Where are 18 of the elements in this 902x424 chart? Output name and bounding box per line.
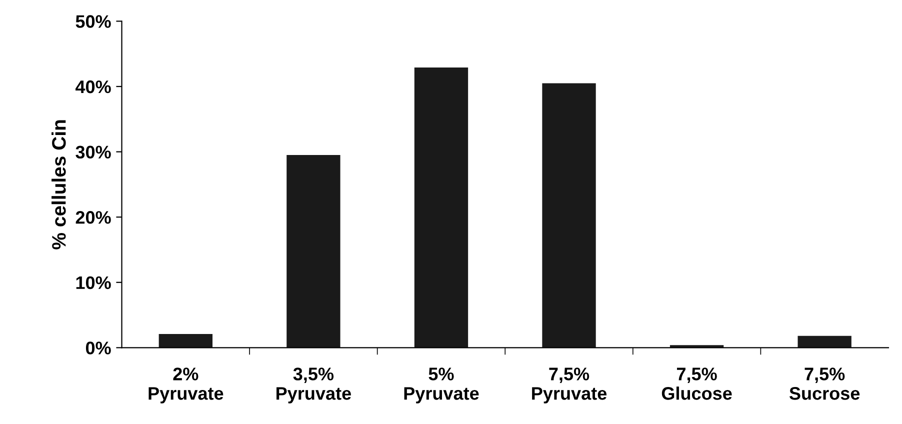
x-tick-label: 3,5% Pyruvate — [276, 368, 351, 404]
bar — [286, 155, 340, 348]
x-tick-label: 5% Pyruvate — [404, 368, 479, 404]
y-tick-label: 30% — [76, 146, 111, 159]
y-tick-label: 0% — [86, 342, 111, 354]
y-axis-title: % cellules Cin — [52, 120, 66, 250]
y-tick-label: 40% — [75, 80, 111, 94]
y-tick-label: 20% — [76, 211, 111, 224]
bar — [158, 334, 212, 348]
y-tick-label: 10% — [76, 276, 111, 290]
bar — [798, 336, 852, 348]
bar — [542, 83, 596, 348]
x-tick-label: 7,5% Sucrose — [789, 368, 860, 400]
bar — [414, 68, 468, 348]
x-tick-label: 7,5% Pyruvate — [532, 368, 607, 404]
y-tick-label: 50% — [76, 15, 111, 28]
x-tick-label: 2% Pyruvate — [148, 368, 224, 404]
x-tick-label: 7,5% Glucose — [662, 368, 732, 400]
